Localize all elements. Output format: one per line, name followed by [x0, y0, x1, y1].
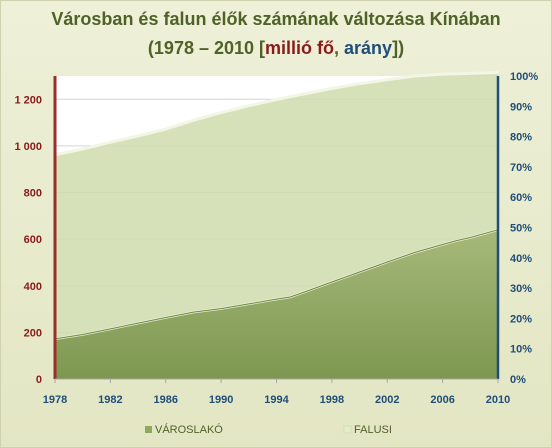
x-tick-label: 1998	[320, 394, 344, 406]
x-tick-label: 2010	[486, 394, 510, 406]
legend-swatch-varoslako	[145, 426, 152, 433]
area-varoslako	[55, 229, 498, 379]
y-right-tick-label: 0%	[510, 374, 526, 386]
x-tick-label: 2002	[375, 394, 399, 406]
legend-label-varoslako: VÁROSLAKÓ	[155, 423, 223, 436]
x-tick-label: 1986	[154, 394, 178, 406]
x-tick-label: 1994	[264, 394, 289, 406]
y-right-tick-label: 60%	[510, 192, 532, 204]
y-right-tick-label: 30%	[510, 283, 532, 295]
y-right-tick-label: 50%	[510, 223, 532, 235]
y-left-tick-label: 800	[24, 188, 42, 200]
y-left-tick-label: 1 000	[14, 141, 42, 153]
y-right-tick-label: 70%	[510, 162, 532, 174]
line-total-highlight	[54, 71, 499, 157]
y-right-tick-label: 20%	[510, 313, 532, 325]
y-left-tick-label: 400	[24, 281, 42, 293]
chart-subtitle: (1978 – 2010 [millió fő, arány])	[147, 38, 405, 58]
x-tick-label: 1978	[43, 394, 67, 406]
y-right-tick-label: 40%	[510, 253, 532, 265]
y-left-tick-label: 600	[24, 234, 42, 246]
unit-label: millió fő	[265, 38, 335, 58]
ratio-label: arány	[344, 38, 393, 58]
line-varoslako	[54, 229, 499, 340]
legend-label-falusi: FALUSI	[354, 424, 392, 436]
area-falusi	[55, 72, 498, 339]
chart-title: Városban és falun élők számának változás…	[51, 9, 501, 29]
x-tick-label: 2006	[430, 394, 454, 406]
y-right-tick-label: 100%	[510, 71, 538, 83]
legend-swatch-falusi	[343, 425, 352, 434]
y-right-tick-label: 90%	[510, 101, 532, 113]
x-tick-label: 1982	[98, 394, 122, 406]
y-left-tick-label: 200	[24, 327, 42, 339]
y-left-tick-label: 0	[36, 374, 42, 386]
y-left-tick-label: 1 200	[14, 94, 42, 106]
x-tick-label: 1990	[209, 394, 233, 406]
y-right-tick-label: 10%	[510, 344, 532, 356]
y-right-tick-label: 80%	[510, 132, 532, 144]
